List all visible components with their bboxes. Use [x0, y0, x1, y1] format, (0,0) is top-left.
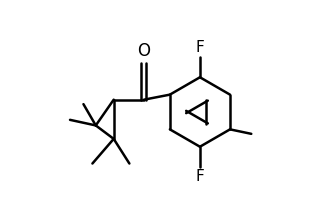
Text: O: O [138, 42, 151, 60]
Text: F: F [196, 169, 204, 184]
Text: F: F [196, 40, 204, 55]
